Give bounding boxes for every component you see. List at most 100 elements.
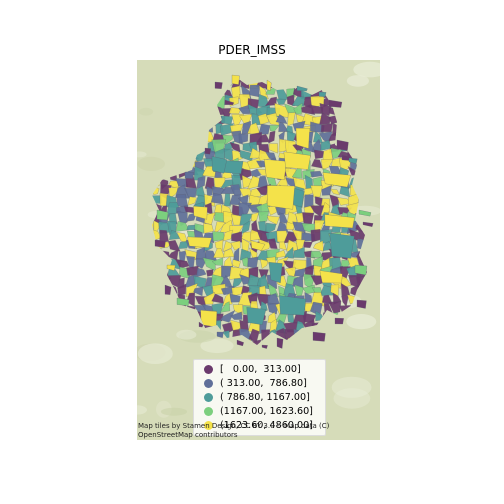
district-polygon <box>268 143 278 154</box>
district-polygon <box>330 188 340 196</box>
district-polygon <box>230 311 243 320</box>
district-polygon <box>293 247 305 258</box>
basemap-patch <box>160 407 188 416</box>
district-polygon <box>187 236 212 248</box>
district-polygon <box>310 170 323 178</box>
fringe-polygon <box>214 81 223 89</box>
basemap-patch <box>137 405 147 415</box>
fringe-polygon <box>204 147 212 155</box>
fringe-polygon <box>164 284 172 295</box>
district-polygon <box>310 185 323 198</box>
district-polygon <box>260 259 269 269</box>
district-polygon <box>279 295 307 316</box>
district-polygon <box>313 240 324 252</box>
district-polygon <box>222 229 233 242</box>
district-polygon <box>329 232 355 259</box>
district-polygon <box>240 220 251 235</box>
district-polygon <box>284 246 294 259</box>
district-polygon <box>230 184 242 196</box>
district-polygon <box>213 248 225 258</box>
basemap-patch <box>176 329 197 340</box>
district-polygon <box>263 159 287 180</box>
legend-label: (1623.60, 4860.00] <box>220 419 313 431</box>
district-polygon <box>177 283 187 297</box>
district-polygon <box>210 193 224 205</box>
fringe-polygon <box>356 299 367 309</box>
attribution-line: Map tiles by Stamen Design, CC BY 3.0 --… <box>138 422 330 430</box>
district-polygon <box>211 257 224 266</box>
district-polygon <box>230 240 241 251</box>
district-polygon <box>184 187 197 199</box>
district-polygon <box>232 278 244 289</box>
legend-label: ( 786.80, 1167.00] <box>220 391 310 403</box>
district-polygon <box>187 196 197 206</box>
basemap-patch <box>137 343 173 365</box>
fringe-polygon <box>184 171 194 179</box>
legend-item: ( 313.00, 786.80] <box>198 376 307 390</box>
choropleth-map <box>137 60 380 440</box>
district-polygon <box>211 156 227 174</box>
fringe-polygon <box>318 91 327 97</box>
fringe-polygon <box>354 264 368 276</box>
fringe-polygon <box>154 239 166 248</box>
fringe-polygon <box>266 79 272 91</box>
basemap-patch <box>137 151 147 158</box>
district-polygon <box>219 301 231 313</box>
district-polygon <box>196 267 207 278</box>
district-polygon <box>196 175 206 189</box>
fringe-polygon <box>156 209 169 221</box>
fringe-polygon <box>216 331 224 338</box>
district-polygon <box>228 107 242 115</box>
district-polygon <box>267 185 295 210</box>
district-polygon <box>320 158 334 170</box>
district-polygon <box>238 104 250 114</box>
basemap-patch <box>138 107 154 116</box>
district-polygon <box>283 151 311 170</box>
district-polygon <box>231 150 243 163</box>
district-polygon <box>293 102 303 115</box>
legend-label: (1167.00, 1623.60] <box>220 405 313 417</box>
fringe-polygon <box>166 264 176 271</box>
district-polygon <box>248 141 258 151</box>
map-canvas[interactable] <box>137 60 380 440</box>
district-polygon <box>168 240 181 252</box>
attribution-line: OpenStreetMap contributors <box>138 431 238 439</box>
district-polygon <box>206 186 213 196</box>
district-polygon <box>232 259 241 268</box>
legend-item: (1623.60, 4860.00] <box>198 418 313 432</box>
district-polygon <box>214 239 224 252</box>
district-polygon <box>258 211 269 223</box>
district-polygon <box>328 301 342 314</box>
district-polygon <box>258 123 271 135</box>
fringe-polygon <box>334 317 344 325</box>
fringe-polygon <box>296 85 308 92</box>
district-polygon <box>265 222 277 235</box>
basemap-patch <box>331 376 372 398</box>
fringe-polygon <box>198 321 204 328</box>
legend-label: ( 313.00, 786.80] <box>220 377 307 389</box>
district-polygon <box>265 230 279 244</box>
legend-item: (1167.00, 1623.60] <box>198 404 313 418</box>
basemap-patch <box>137 156 165 171</box>
district-polygon <box>222 240 232 252</box>
district-polygon <box>193 286 204 297</box>
district-polygon <box>256 273 270 290</box>
district-polygon <box>231 85 241 99</box>
district-polygon <box>213 221 226 236</box>
district-polygon <box>320 123 334 133</box>
map-title: PDER_IMSS <box>218 43 286 57</box>
legend-swatch <box>204 420 213 430</box>
district-polygon <box>247 157 263 170</box>
district-polygon <box>348 192 360 208</box>
district-polygon <box>319 270 343 284</box>
district-polygon <box>322 172 351 188</box>
legend: [ 0.00, 313.00] ( 313.00, 786.80] ( 786.… <box>193 359 326 436</box>
district-polygon <box>267 302 279 315</box>
district-polygon <box>275 114 288 124</box>
district-polygon <box>287 112 296 127</box>
fringe-polygon <box>261 344 268 349</box>
district-polygon <box>219 310 236 323</box>
district-polygon <box>324 214 355 229</box>
fringe-polygon <box>348 157 358 164</box>
district-polygon <box>267 311 277 323</box>
